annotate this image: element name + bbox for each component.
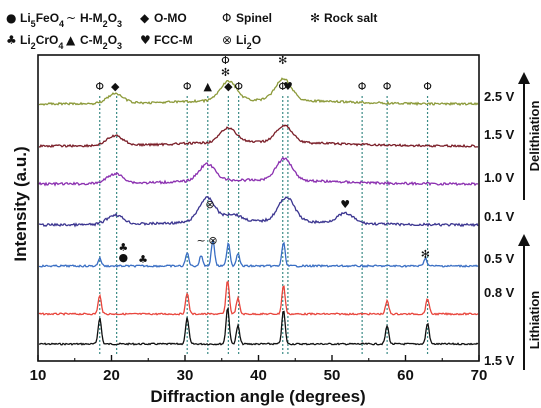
legend-label: Li2O [236,33,261,51]
peak-marker: Φ [383,80,392,93]
legend-label: C-M2O3 [80,33,122,51]
series-group [38,77,479,346]
voltage-label: 0.5 V [484,251,515,266]
annotations: Φ✻✻⊗⊗♥♣● ♣~✻ [118,54,430,266]
series-line [38,124,479,148]
series-line [38,306,479,346]
series-line [38,239,479,269]
peak-annotation: ⊗ [205,198,214,211]
peak-marker: ♥ [283,80,293,93]
x-tick-label: 70 [471,367,488,384]
legend-label: Rock salt [324,11,377,25]
legend-label: Spinel [236,11,272,25]
legend-symbol: ♥ [140,33,151,47]
peak-annotation: ♣ [118,241,128,254]
series-line [39,196,479,228]
series-line [38,280,479,316]
x-tick-label: 50 [324,367,341,384]
legend-symbol: Φ [222,11,231,25]
legend-label: FCC-M [154,33,193,47]
x-tick-label: 20 [103,367,120,384]
legend-label: H-M2O3 [80,11,122,29]
x-axis: 10 20 30 40 50 60 70 [30,355,488,384]
reference-lines [99,96,429,354]
peak-annotation: ✻ [278,54,287,67]
legend-symbol: ▲ [66,33,76,47]
peak-marker: ◆ [224,80,233,93]
series-line [38,77,479,107]
peak-annotation: ● [118,251,128,264]
legend-symbol: ● [6,11,16,25]
voltage-label: 0.1 V [484,209,515,224]
peak-annotation: Φ [221,54,230,67]
y-axis-label: Intensity (a.u.) [11,146,30,261]
peak-marker: Φ [234,80,243,93]
peak-annotation: ✻ [221,66,230,79]
voltage-label: 1.5 V [484,353,515,368]
peak-markers: Φ ◆ Φ ▲ ◆ Φ Φ♥ Φ Φ Φ [95,80,432,93]
peak-annotation: ♣ [138,253,148,266]
delithiation-label: Delithiation [527,101,541,172]
lithiation-arrowhead [518,234,530,246]
voltage-label: 1.5 V [484,127,515,142]
legend-symbol: ✻ [310,11,320,25]
legend-label: Li2CrO4 [20,33,63,51]
series-line [38,156,479,187]
legend-label: O-MO [154,11,187,25]
legend-symbol: ⊗ [222,33,232,47]
x-tick-label: 40 [250,367,267,384]
voltage-labels: 1.5 V 0.8 V 0.5 V 0.1 V 1.0 V 1.5 V 2.5 V [484,89,515,368]
legend: ● Li5FeO4 ~ H-M2O3 ◆ O-MO Φ Spinel ✻ Rock salt♣ Li… [6,11,377,51]
voltage-label: 1.0 V [484,170,515,185]
legend-symbol: ~ [66,11,76,25]
voltage-label: 2.5 V [484,89,515,104]
side-arrows: Delithiation Lithiation [518,72,541,370]
peak-annotation: ⊗ [208,234,217,247]
legend-symbol: ♣ [6,33,17,47]
peak-annotation: ♥ [340,198,350,211]
x-axis-label: Diffraction angle (degrees) [150,387,365,406]
legend-label: Li5FeO4 [20,11,64,29]
peak-marker: ◆ [111,80,120,93]
x-tick-label: 10 [30,367,47,384]
peak-marker: Φ [95,80,104,93]
x-tick-label: 30 [177,367,194,384]
voltage-label: 0.8 V [484,285,515,300]
peak-annotation: ✻ [421,248,430,261]
lithiation-label: Lithiation [527,291,541,350]
peak-marker: Φ [423,80,432,93]
peak-annotation: ~ [197,234,206,247]
peak-marker: Φ [278,80,287,93]
x-tick-label: 60 [397,367,414,384]
peak-marker: Φ [183,80,192,93]
legend-symbol: ◆ [140,11,150,25]
delithiation-arrowhead [518,72,530,84]
peak-marker: ▲ [204,80,213,93]
peak-marker: Φ [358,80,367,93]
